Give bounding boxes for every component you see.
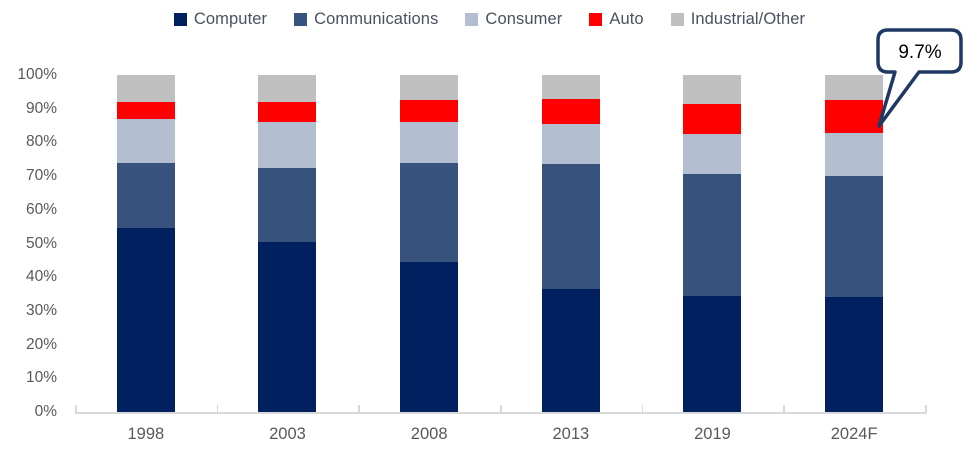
bar-segment-communications <box>258 167 317 242</box>
x-axis-line <box>75 412 926 414</box>
bar-segment-communications <box>116 162 175 229</box>
bar-segment-communications <box>683 174 742 296</box>
stacked-bar <box>541 75 600 412</box>
legend-label: Computer <box>193 10 268 28</box>
x-axis-tick <box>925 405 927 413</box>
x-axis-category-label: 2003 <box>269 425 306 443</box>
x-axis-tick <box>500 405 502 413</box>
bar-segment-consumer <box>825 132 884 177</box>
legend-item-auto: Auto <box>589 10 644 29</box>
legend-swatch-icon <box>670 13 684 26</box>
bar-segment-auto <box>825 100 884 133</box>
bar-segment-consumer <box>258 122 317 168</box>
y-axis-tick-label: 60% <box>25 200 57 218</box>
bar-segment-computer <box>541 289 600 412</box>
y-axis-tick-label: 0% <box>34 403 57 420</box>
y-axis-tick-label: 30% <box>25 301 57 319</box>
x-axis-tick <box>641 405 644 413</box>
bar-segment-communications <box>541 164 600 289</box>
x-axis-tick <box>75 405 77 413</box>
bar-segment-industrial-other <box>116 75 175 102</box>
bar-group-1998 <box>75 75 217 412</box>
bar-segment-industrial-other <box>825 75 884 101</box>
stacked-bar <box>258 75 317 412</box>
bar-segment-communications <box>825 176 884 298</box>
legend-label: Communications <box>314 10 439 28</box>
y-axis-tick-label: 70% <box>25 167 57 185</box>
legend-label: Industrial/Other <box>690 10 806 28</box>
bar-group-2013 <box>500 75 642 412</box>
legend-label: Auto <box>609 10 644 28</box>
x-axis-category-label: 2013 <box>552 425 590 443</box>
annotation-callout: 9.7% <box>876 28 963 128</box>
bar-segment-auto <box>400 100 459 123</box>
bar-group-2024f <box>783 75 925 412</box>
bar-segment-computer <box>116 228 175 412</box>
callout-bubble-shape <box>876 28 963 128</box>
legend-item-communications: Communications <box>294 10 438 29</box>
bar-group-2008 <box>358 75 500 412</box>
y-axis-tick-label: 90% <box>25 99 57 117</box>
y-axis-tick-label: 100% <box>17 66 57 83</box>
chart-legend: Computer Communications Consumer Auto Indust… <box>0 10 979 29</box>
legend-item-computer: Computer <box>173 10 268 29</box>
stacked-bar <box>116 75 175 412</box>
stacked-bar <box>825 75 884 412</box>
x-axis-tick <box>358 405 360 413</box>
bar-segment-consumer <box>116 118 175 163</box>
bar-segment-auto <box>258 102 317 123</box>
legend-item-industrial-other: Industrial/Other <box>670 10 806 29</box>
legend-swatch-icon <box>465 13 479 26</box>
bar-segment-computer <box>683 295 742 412</box>
x-axis-category-label: 1998 <box>127 425 165 443</box>
bar-segment-auto <box>116 102 175 119</box>
x-axis-category-label: 2019 <box>694 425 731 443</box>
bar-segment-auto <box>683 103 742 134</box>
legend-item-consumer: Consumer <box>465 10 562 29</box>
bar-segment-consumer <box>400 122 459 163</box>
bar-group-2003 <box>217 75 359 412</box>
bar-segment-computer <box>258 241 317 412</box>
legend-label: Consumer <box>485 10 563 28</box>
y-axis-tick-label: 40% <box>25 268 57 286</box>
bar-segment-industrial-other <box>258 75 317 102</box>
x-axis-category-label: 2008 <box>410 425 448 443</box>
stacked-bar <box>400 75 459 412</box>
plot-area <box>75 75 925 412</box>
bar-segment-auto <box>541 99 600 124</box>
legend-swatch-icon <box>173 13 187 26</box>
annotation-text: 9.7% <box>898 42 941 63</box>
bar-segment-industrial-other <box>400 75 459 101</box>
bar-segment-industrial-other <box>541 75 600 100</box>
x-axis-category-label: 2024F <box>830 425 878 443</box>
bar-segment-computer <box>825 297 884 412</box>
y-axis-tick-label: 10% <box>25 369 57 387</box>
bar-group-2019 <box>642 75 784 412</box>
bar-segment-industrial-other <box>683 75 742 104</box>
legend-swatch-icon <box>589 13 603 26</box>
bar-segment-computer <box>400 262 459 412</box>
legend-swatch-icon <box>294 13 308 26</box>
y-axis-tick-label: 50% <box>25 234 57 252</box>
x-axis-tick <box>783 405 785 413</box>
bar-segment-communications <box>400 162 459 263</box>
y-axis-tick-label: 20% <box>25 335 57 353</box>
bar-segment-consumer <box>683 134 742 175</box>
stacked-bar <box>683 75 742 412</box>
x-axis-tick <box>216 405 219 413</box>
bar-segment-consumer <box>541 123 600 165</box>
y-axis-tick-label: 80% <box>25 133 57 151</box>
